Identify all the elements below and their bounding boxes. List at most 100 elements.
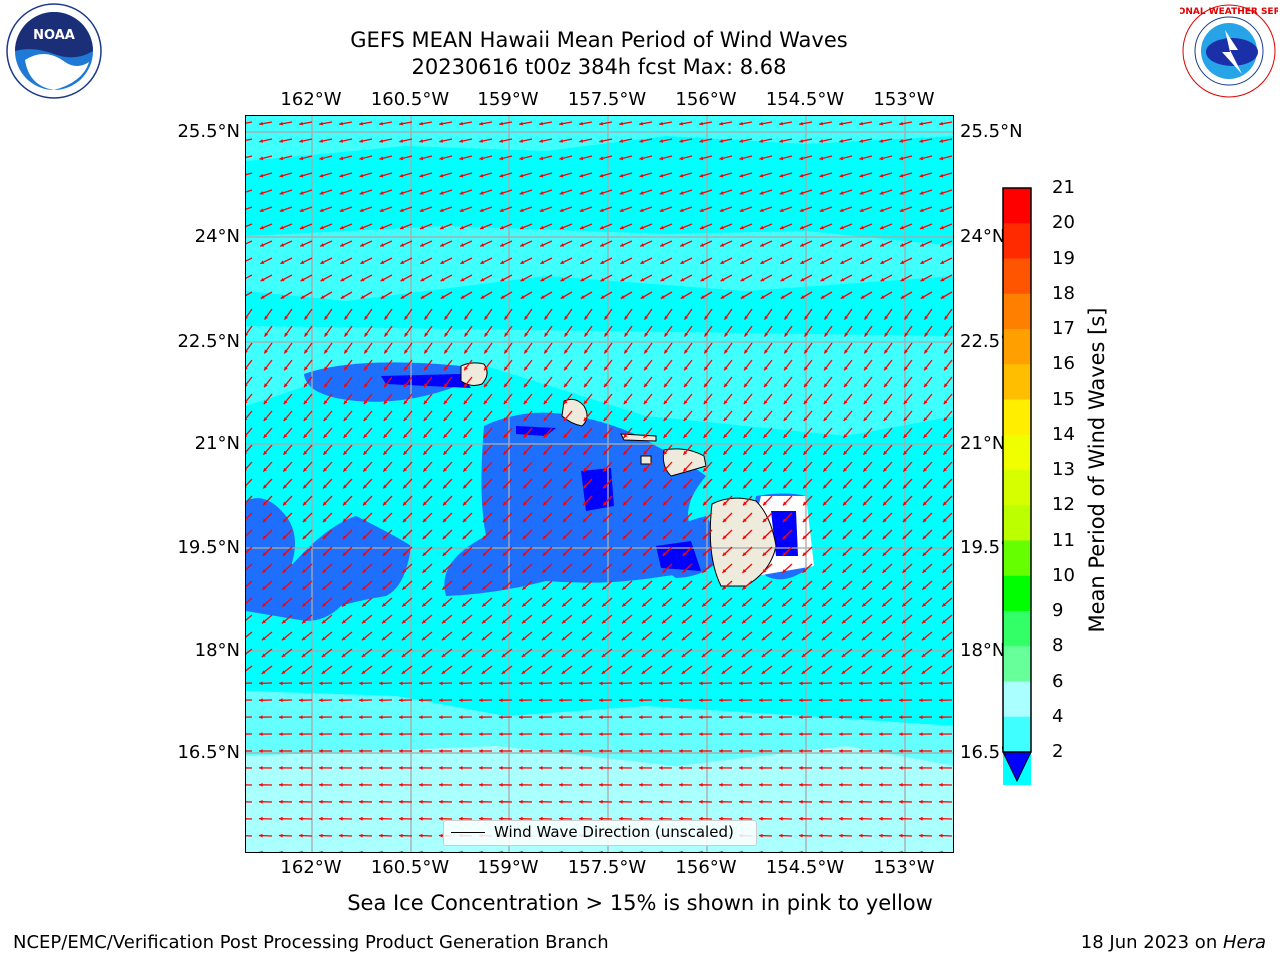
wind-wave-arrow-head <box>321 636 326 641</box>
wind-wave-arrow-head <box>563 450 568 455</box>
wind-wave-arrow-head <box>779 749 783 753</box>
wind-wave-arrow-head <box>519 173 524 178</box>
wind-wave-arrow-head <box>342 602 347 607</box>
colorbar-tick-label: 14 <box>1052 423 1075 445</box>
wind-wave-arrow-head <box>879 783 883 787</box>
wind-wave-arrow-head <box>799 191 804 195</box>
wind-wave-arrow-head <box>499 732 503 736</box>
wind-wave-arrow-head <box>583 450 588 455</box>
wind-wave-arrow-head <box>364 315 369 320</box>
lon-tick-bottom: 157.5°W <box>567 857 647 878</box>
wind-wave-arrow-head <box>342 569 347 573</box>
wind-wave-arrow-head <box>943 400 948 405</box>
wind-wave-arrow-head <box>699 173 704 178</box>
wind-wave-arrow-head <box>422 518 427 523</box>
wind-wave-arrow-head <box>339 749 343 753</box>
wind-wave-arrow-head <box>400 295 405 299</box>
wind-wave-arrow-head <box>941 636 946 641</box>
wind-wave-arrow-head <box>799 156 804 161</box>
wind-wave-arrow-head <box>924 315 929 320</box>
wind-wave-arrow-head <box>282 602 287 607</box>
wind-wave-arrow-head <box>499 783 503 787</box>
wind-wave-arrow-head <box>719 783 723 787</box>
wind-wave-arrow-head <box>899 121 903 126</box>
wind-wave-arrow-head <box>299 121 303 126</box>
wind-wave-arrow-head <box>579 816 583 821</box>
wind-wave-arrow-head <box>402 585 407 590</box>
wind-wave-arrow-head <box>684 349 688 354</box>
wind-wave-arrow-head <box>719 850 723 852</box>
wind-wave-arrow <box>419 851 425 852</box>
colorbar-segment <box>1003 188 1031 224</box>
wind-wave-arrow-head <box>739 715 743 720</box>
wind-wave-arrow-head <box>303 450 308 455</box>
wind-wave-arrow-head <box>759 816 763 821</box>
wind-wave-arrow-head <box>640 243 645 247</box>
wind-wave-arrow-head <box>562 535 567 540</box>
wind-wave-arrow-head <box>422 535 427 540</box>
wind-wave-arrow-head <box>864 315 869 320</box>
wind-wave-arrow-head <box>423 417 428 421</box>
wind-wave-arrow-head <box>362 518 367 523</box>
wind-wave-arrow-head <box>444 332 449 337</box>
wind-wave-arrow-head <box>461 670 466 674</box>
wind-wave-arrow-head <box>623 501 627 506</box>
wind-wave-arrow-head <box>741 636 746 641</box>
wind-wave-arrow-head <box>619 173 624 178</box>
wind-wave-arrow-head <box>944 315 949 320</box>
wind-wave-arrow-head <box>483 501 487 506</box>
wind-wave-arrow-head <box>364 366 368 371</box>
wind-wave-arrow-head <box>399 850 403 852</box>
wind-wave-arrow-head <box>484 366 488 371</box>
wind-wave-arrow-head <box>719 749 723 753</box>
wind-wave-arrow-head <box>339 208 344 212</box>
wind-wave-arrow-head <box>859 799 863 804</box>
wind-wave-arrow-head <box>880 243 885 247</box>
wind-wave-arrow-head <box>741 653 746 658</box>
wind-wave-arrow <box>839 851 845 852</box>
wind-wave-arrow-head <box>644 366 648 371</box>
wind-wave-arrow-head <box>299 208 304 212</box>
wind-wave-arrow-head <box>939 698 943 703</box>
footer-left: NCEP/EMC/Verification Post Processing Pr… <box>13 932 609 953</box>
footer-right: 18 Jun 2023 on Hera <box>1081 932 1266 953</box>
wind-wave-arrow-head <box>679 156 684 161</box>
wind-wave-arrow-head <box>560 260 565 264</box>
chart-subtitle: 20230616 t00z 384h fcst Max: 8.68 <box>411 55 787 79</box>
wind-wave-arrow-head <box>739 121 743 126</box>
wind-wave-arrow-head <box>462 619 466 624</box>
wind-wave-arrow-head <box>299 173 304 178</box>
wind-wave-arrow-head <box>541 670 546 674</box>
wind-wave-arrow-head <box>859 208 864 212</box>
wind-wave-arrow-head <box>799 749 803 753</box>
wind-wave-arrow-head <box>800 243 805 247</box>
wind-wave-arrow-head <box>644 332 649 337</box>
wind-wave-arrow-head <box>601 670 606 674</box>
wind-wave-arrow-head <box>739 816 743 821</box>
wind-wave-arrow-head <box>542 552 547 556</box>
wind-wave-arrow-head <box>300 260 305 264</box>
wind-wave-arrow-head <box>940 243 945 247</box>
wind-wave-arrow-head <box>764 366 768 371</box>
wind-wave-arrow-head <box>562 602 567 607</box>
wind-wave-arrow-head <box>520 277 525 282</box>
wind-wave-arrow-head <box>601 653 606 658</box>
wind-wave-arrow-head <box>883 467 887 472</box>
wind-wave-arrow-head <box>904 383 908 388</box>
wind-wave-arrow-head <box>263 450 268 455</box>
wind-wave-arrow-head <box>639 681 643 686</box>
wind-wave-arrow-head <box>364 332 369 337</box>
wind-wave-arrow <box>246 172 253 176</box>
wind-wave-arrow-head <box>622 535 627 540</box>
wind-wave-arrow-head <box>260 277 265 282</box>
wind-wave-arrow-head <box>802 569 807 573</box>
wind-wave-arrow-head <box>246 384 248 387</box>
wind-wave-arrow-head <box>464 349 468 354</box>
wind-wave-arrow-head <box>859 156 864 161</box>
wind-wave-arrow-head <box>283 467 287 472</box>
wind-wave-arrow-head <box>444 315 449 320</box>
wind-wave-arrow-head <box>941 670 946 674</box>
wind-wave-arrow-head <box>702 518 707 523</box>
wind-wave-arrow-head <box>322 552 327 556</box>
wind-wave-arrow-head <box>644 315 649 320</box>
